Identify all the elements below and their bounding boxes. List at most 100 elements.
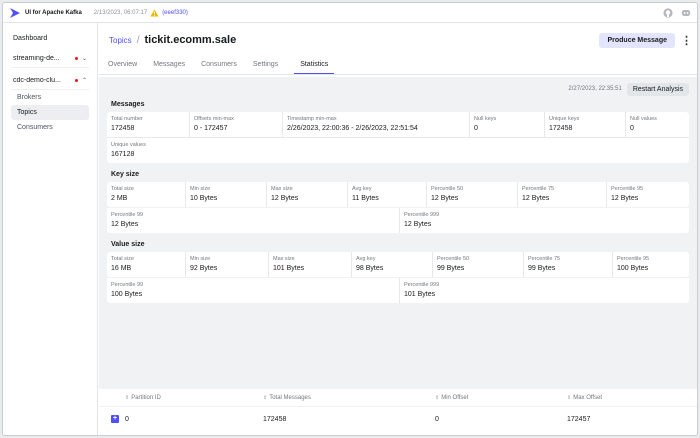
stat-label: Unique values bbox=[111, 142, 146, 148]
stat-value: 12 Bytes bbox=[271, 195, 299, 202]
tab-messages[interactable]: Messages bbox=[153, 61, 186, 68]
cluster-name: cdc-demo-clu... bbox=[13, 77, 61, 84]
version-hash-link[interactable]: (eeef330) bbox=[162, 9, 188, 16]
page-title: tickit.ecomm.sale bbox=[144, 34, 237, 46]
stat-cell: Total size 16 MB bbox=[107, 252, 185, 277]
stat-label: Total size bbox=[111, 256, 134, 262]
stat-cell: Percentile 95 12 Bytes bbox=[607, 182, 689, 207]
stat-label: Offsets min-max bbox=[194, 116, 234, 122]
cluster-name: streaming-de... bbox=[13, 55, 60, 62]
stat-label: Percentile 50 bbox=[431, 186, 464, 192]
total-messages-cell: 172458 bbox=[263, 415, 287, 423]
stat-value: 0 - 172457 bbox=[194, 125, 228, 132]
stat-cell: Percentile 999 101 Bytes bbox=[400, 278, 689, 303]
stat-cell: Null values 0 bbox=[626, 112, 689, 137]
stat-value: 101 Bytes bbox=[404, 291, 436, 298]
stat-value: 92 Bytes bbox=[190, 265, 218, 272]
stat-cell: Total size 2 MB bbox=[107, 182, 185, 207]
partitions-table-header: ⇕ Partition ID ⇕ Total Messages ⇕ Min Offse… bbox=[99, 389, 697, 407]
cluster-status-dot bbox=[74, 79, 78, 82]
nav-right bbox=[663, 7, 691, 18]
stat-label: Max size bbox=[273, 256, 295, 262]
messages-section-title: Messages bbox=[111, 101, 145, 108]
stat-cell: Total number 172458 bbox=[107, 112, 189, 137]
main-content: Topics / tickit.ecomm.sale Produce Messa… bbox=[99, 23, 697, 435]
stat-label: Percentile 50 bbox=[437, 256, 470, 262]
kafka-logo-icon[interactable] bbox=[9, 7, 21, 19]
more-options-icon[interactable]: ⋮ bbox=[681, 34, 692, 47]
column-header-max-offset[interactable]: ⇕ Max Offset bbox=[567, 394, 603, 401]
produce-message-button[interactable]: Produce Message bbox=[599, 32, 675, 48]
sidebar: Dashboard streaming-de... ⌄ cdc-demo-clu… bbox=[3, 23, 98, 435]
expand-row-icon[interactable]: + bbox=[111, 415, 119, 423]
stat-cell: Min size 92 Bytes bbox=[186, 252, 268, 277]
stat-cell: Max size 12 Bytes bbox=[267, 182, 347, 207]
stat-value: 2 MB bbox=[111, 195, 128, 202]
breadcrumb-topics[interactable]: Topics bbox=[109, 35, 132, 45]
stat-value: 172458 bbox=[111, 125, 135, 132]
max-offset-cell: 172457 bbox=[567, 415, 591, 423]
stat-cell: Null keys 0 bbox=[470, 112, 544, 137]
chevron-down-icon[interactable]: ⌄ bbox=[81, 56, 87, 62]
stat-value: 2/26/2023, 22:00:36 - 2/26/2023, 22:51:5… bbox=[287, 125, 418, 132]
stat-label: Timestamp min-max bbox=[287, 116, 337, 122]
app-title[interactable]: UI for Apache Kafka bbox=[25, 9, 82, 16]
tab-overview[interactable]: Overview bbox=[108, 61, 138, 68]
column-header-min-offset[interactable]: ⇕ Min Offset bbox=[435, 394, 469, 401]
stat-label: Percentile 99 bbox=[111, 282, 144, 288]
github-icon[interactable] bbox=[663, 7, 673, 18]
stat-value: 172458 bbox=[549, 125, 573, 132]
stat-value: 0 bbox=[630, 125, 634, 132]
stat-value: 100 Bytes bbox=[617, 265, 649, 272]
stat-value: 16 MB bbox=[111, 265, 132, 272]
column-header-total-messages[interactable]: ⇕ Total Messages bbox=[263, 394, 311, 401]
messages-stats-grid: Total number 172458 Offsets min-max 0 - 17… bbox=[107, 112, 689, 163]
stat-label: Percentile 95 bbox=[617, 256, 650, 262]
tab-consumers[interactable]: Consumers bbox=[201, 61, 237, 68]
sidebar-cluster-streaming[interactable]: streaming-de... ⌄ bbox=[11, 50, 89, 68]
stat-cell: Percentile 75 99 Bytes bbox=[524, 252, 612, 277]
value-size-percentile-grid: Percentile 99 100 Bytes Percentile 999 101… bbox=[107, 278, 689, 303]
sort-icon: ⇕ bbox=[567, 394, 572, 401]
value-size-section-title: Value size bbox=[111, 241, 145, 248]
restart-analysis-button[interactable]: Restart Analysis bbox=[626, 82, 689, 96]
version-date: 2/13/2023, 06:07:17 bbox=[93, 9, 148, 16]
stat-value: 11 Bytes bbox=[352, 195, 379, 202]
stat-cell: Avg key 11 Bytes bbox=[348, 182, 426, 207]
stat-cell: Percentile 50 99 Bytes bbox=[433, 252, 523, 277]
stat-label: Total size bbox=[111, 186, 134, 192]
stat-cell: Unique values 167128 bbox=[107, 138, 689, 163]
topic-tabs: Overview Messages Consumers Settings Sta… bbox=[99, 57, 697, 75]
analysis-date: 2/27/2023, 22:35:51 bbox=[568, 86, 622, 92]
stat-label: Percentile 99 bbox=[111, 212, 144, 218]
sort-icon: ⇕ bbox=[263, 394, 268, 401]
stat-label: Avg key bbox=[352, 186, 372, 192]
stat-label: Percentile 75 bbox=[522, 186, 555, 192]
stat-label: Null keys bbox=[474, 116, 497, 122]
tab-settings[interactable]: Settings bbox=[252, 61, 279, 68]
sidebar-item-topics[interactable]: Topics bbox=[11, 105, 89, 120]
stat-cell: Timestamp min-max 2/26/2023, 22:00:36 - 2… bbox=[283, 112, 469, 137]
stat-label: Total number bbox=[111, 116, 143, 122]
stat-value: 12 Bytes bbox=[522, 195, 550, 202]
sidebar-item-consumers[interactable]: Consumers bbox=[17, 124, 53, 131]
sidebar-item-brokers[interactable]: Brokers bbox=[17, 94, 42, 101]
stat-cell: Percentile 99 100 Bytes bbox=[107, 278, 399, 303]
stat-label: Null values bbox=[630, 116, 657, 122]
sort-icon: ⇕ bbox=[435, 394, 440, 401]
stat-cell: Unique keys 172458 bbox=[545, 112, 625, 137]
version-info: 2/13/2023, 06:07:17 (eeef330) bbox=[93, 8, 188, 17]
stat-label: Percentile 75 bbox=[528, 256, 561, 262]
sidebar-item-dashboard[interactable]: Dashboard bbox=[13, 35, 48, 42]
stat-label: Percentile 95 bbox=[611, 186, 644, 192]
discord-icon[interactable] bbox=[681, 8, 691, 18]
stat-label: Min size bbox=[190, 256, 211, 262]
stat-value: 100 Bytes bbox=[111, 291, 143, 298]
column-header-partition-id[interactable]: ⇕ Partition ID bbox=[125, 394, 161, 401]
stat-value: 12 Bytes bbox=[111, 221, 139, 228]
tab-statistics[interactable]: Statistics bbox=[294, 57, 335, 74]
sidebar-cluster-cdc-demo[interactable]: cdc-demo-clu... ⌃ bbox=[11, 72, 89, 90]
key-size-percentile-grid: Percentile 99 12 Bytes Percentile 999 12 B… bbox=[107, 208, 689, 233]
analysis-toolbar: 2/27/2023, 22:35:51 Restart Analysis bbox=[107, 81, 689, 97]
chevron-up-icon[interactable]: ⌃ bbox=[81, 78, 87, 84]
